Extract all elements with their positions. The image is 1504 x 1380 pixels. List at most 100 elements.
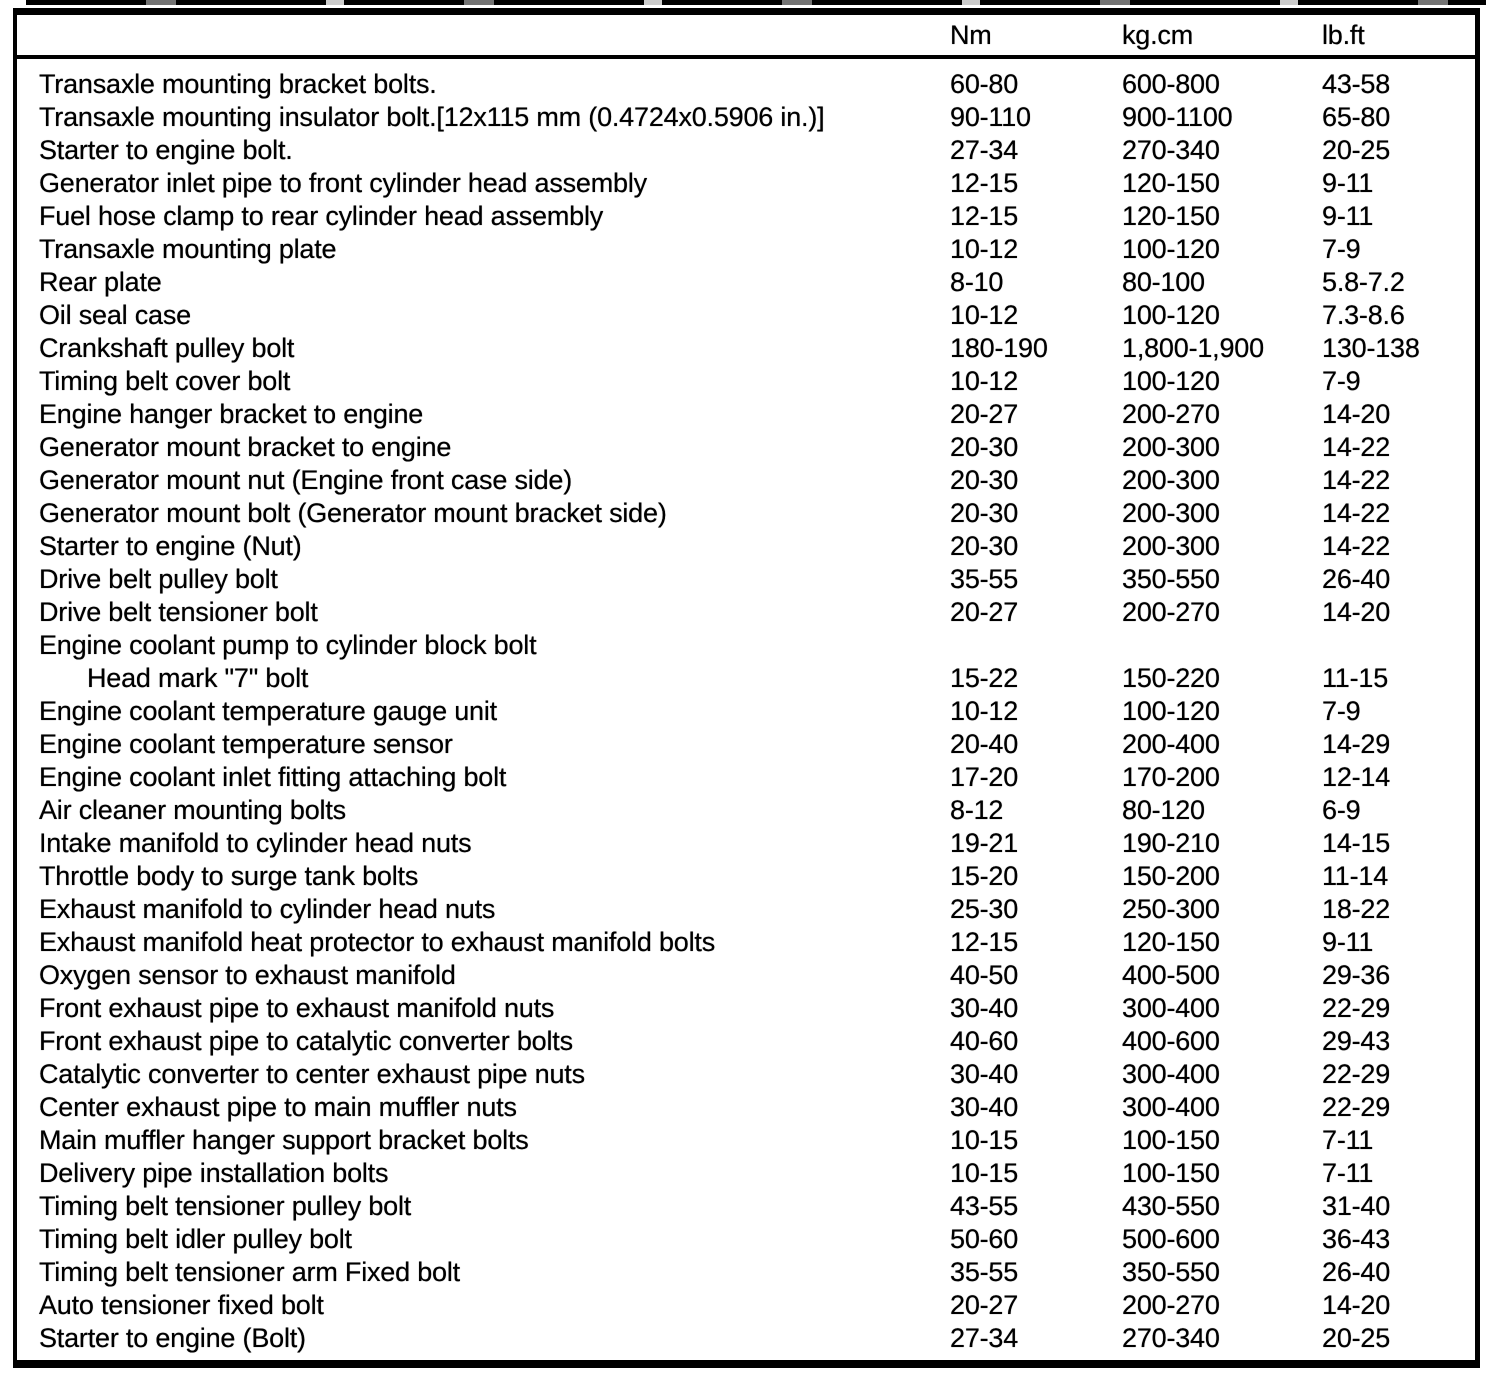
row-lbft-value: 14-20: [1322, 597, 1391, 627]
table-row: Rear plate 8-10 80-100 5.8-7.2: [17, 266, 1475, 299]
row-kgcm-value: 120-150: [1122, 168, 1220, 198]
row-kgcm-value: 270-340: [1122, 1323, 1220, 1353]
row-item-label: Intake manifold to cylinder head nuts: [39, 828, 472, 858]
row-nm-value: 20-27: [950, 1290, 1019, 1320]
row-lbft-value: 7-9: [1322, 366, 1361, 396]
row-nm-value: 20-30: [950, 465, 1019, 495]
row-kgcm-value: 120-150: [1122, 201, 1220, 231]
row-kgcm-value: 350-550: [1122, 564, 1220, 594]
row-lbft-value: 14-22: [1322, 531, 1391, 561]
row-kgcm-value: 150-220: [1122, 663, 1220, 693]
table-header-row: Nm kg.cm lb.ft: [17, 15, 1475, 55]
row-item-label: Drive belt tensioner bolt: [39, 597, 318, 627]
table-row: Generator mount nut (Engine front case s…: [17, 464, 1475, 497]
row-item-label: Head mark "7" bolt: [87, 663, 309, 693]
row-item-label: Delivery pipe installation bolts: [39, 1158, 389, 1188]
row-nm-value: 25-30: [950, 894, 1019, 924]
row-item-label: Auto tensioner fixed bolt: [39, 1290, 324, 1320]
row-item-label: Throttle body to surge tank bolts: [39, 861, 419, 891]
row-item-label: Engine coolant pump to cylinder block bo…: [39, 630, 537, 660]
row-kgcm-value: 900-1100: [1122, 102, 1233, 132]
row-kgcm-value: 300-400: [1122, 1092, 1220, 1122]
row-nm-value: 27-34: [950, 135, 1019, 165]
table-row: Timing belt tensioner arm Fixed bolt 35-…: [17, 1256, 1475, 1289]
table-row: Throttle body to surge tank bolts 15-20 …: [17, 860, 1475, 893]
row-item-label: Main muffler hanger support bracket bolt…: [39, 1125, 529, 1155]
table-header: Nm kg.cm lb.ft: [17, 15, 1475, 59]
row-nm-value: 50-60: [950, 1224, 1019, 1254]
row-kgcm-value: 200-300: [1122, 498, 1220, 528]
row-nm-value: 20-27: [950, 399, 1019, 429]
row-lbft-value: 31-40: [1322, 1191, 1391, 1221]
row-nm-value: 30-40: [950, 1092, 1019, 1122]
row-nm-value: 20-40: [950, 729, 1019, 759]
table-row: Engine coolant inlet fitting attaching b…: [17, 761, 1475, 794]
row-lbft-value: 5.8-7.2: [1322, 267, 1405, 297]
row-lbft-value: 7-11: [1322, 1158, 1374, 1188]
row-item-label: Transaxle mounting plate: [39, 234, 337, 264]
row-lbft-value: 11-15: [1322, 663, 1389, 693]
row-nm-value: 15-20: [950, 861, 1019, 891]
column-header-nm: Nm: [950, 19, 992, 50]
row-item-label: Crankshaft pulley bolt: [39, 333, 295, 363]
row-kgcm-value: 100-120: [1122, 696, 1220, 726]
row-nm-value: 90-110: [950, 102, 1031, 132]
table-row: Starter to engine (Bolt) 27-34 270-340 2…: [17, 1322, 1475, 1355]
row-lbft-value: 7-11: [1322, 1125, 1374, 1155]
row-item-label: Fuel hose clamp to rear cylinder head as…: [39, 201, 604, 231]
row-nm-value: 10-12: [950, 234, 1019, 264]
table-row: Transaxle mounting bracket bolts. 60-80 …: [17, 68, 1475, 101]
row-lbft-value: 65-80: [1322, 102, 1391, 132]
table-row: Delivery pipe installation bolts 10-15 1…: [17, 1157, 1475, 1190]
row-item-label: Center exhaust pipe to main muffler nuts: [39, 1092, 517, 1122]
row-nm-value: 20-30: [950, 531, 1019, 561]
row-kgcm-value: 100-120: [1122, 234, 1220, 264]
row-lbft-value: 14-20: [1322, 399, 1391, 429]
row-lbft-value: 9-11: [1322, 201, 1374, 231]
table-row: Head mark "7" bolt 15-22 150-220 11-15: [17, 662, 1475, 695]
row-kgcm-value: 600-800: [1122, 69, 1220, 99]
row-item-label: Engine coolant temperature gauge unit: [39, 696, 497, 726]
row-kgcm-value: 80-120: [1122, 795, 1205, 825]
row-item-label: Drive belt pulley bolt: [39, 564, 278, 594]
row-lbft-value: 22-29: [1322, 993, 1391, 1023]
table-row: Fuel hose clamp to rear cylinder head as…: [17, 200, 1475, 233]
row-lbft-value: 130-138: [1322, 333, 1420, 363]
row-kgcm-value: 80-100: [1122, 267, 1205, 297]
table-row: Timing belt cover bolt 10-12 100-120 7-9: [17, 365, 1475, 398]
row-kgcm-value: 430-550: [1122, 1191, 1220, 1221]
row-item-label: Front exhaust pipe to exhaust manifold n…: [39, 993, 555, 1023]
row-lbft-value: 14-29: [1322, 729, 1391, 759]
row-kgcm-value: 170-200: [1122, 762, 1220, 792]
row-kgcm-value: 500-600: [1122, 1224, 1220, 1254]
row-lbft-value: 14-22: [1322, 432, 1391, 462]
row-kgcm-value: 200-270: [1122, 597, 1220, 627]
row-lbft-value: 22-29: [1322, 1059, 1391, 1089]
row-item-label: Starter to engine (Bolt): [39, 1323, 306, 1353]
table-row: Front exhaust pipe to catalytic converte…: [17, 1025, 1475, 1058]
row-kgcm-value: 200-300: [1122, 531, 1220, 561]
row-nm-value: 12-15: [950, 168, 1019, 198]
row-nm-value: 27-34: [950, 1323, 1019, 1353]
row-lbft-value: 7-9: [1322, 234, 1361, 264]
table-row: Oil seal case 10-12 100-120 7.3-8.6: [17, 299, 1475, 332]
row-lbft-value: 14-22: [1322, 498, 1391, 528]
table-row: Intake manifold to cylinder head nuts 19…: [17, 827, 1475, 860]
row-kgcm-value: 200-270: [1122, 399, 1220, 429]
row-item-label: Air cleaner mounting bolts: [39, 795, 346, 825]
row-lbft-value: 9-11: [1322, 927, 1374, 957]
row-lbft-value: 18-22: [1322, 894, 1391, 924]
row-item-label: Starter to engine (Nut): [39, 531, 302, 561]
row-kgcm-value: 200-300: [1122, 432, 1220, 462]
row-kgcm-value: 100-150: [1122, 1125, 1220, 1155]
row-item-label: Oil seal case: [39, 300, 191, 330]
row-lbft-value: 14-20: [1322, 1290, 1391, 1320]
table-row: Generator mount bracket to engine 20-30 …: [17, 431, 1475, 464]
row-kgcm-value: 200-300: [1122, 465, 1220, 495]
row-item-label: Engine coolant temperature sensor: [39, 729, 453, 759]
table-row: Starter to engine bolt. 27-34 270-340 20…: [17, 134, 1475, 167]
row-kgcm-value: 200-400: [1122, 729, 1220, 759]
table-row: Timing belt idler pulley bolt 50-60 500-…: [17, 1223, 1475, 1256]
row-item-label: Starter to engine bolt.: [39, 135, 293, 165]
row-nm-value: 10-12: [950, 300, 1019, 330]
